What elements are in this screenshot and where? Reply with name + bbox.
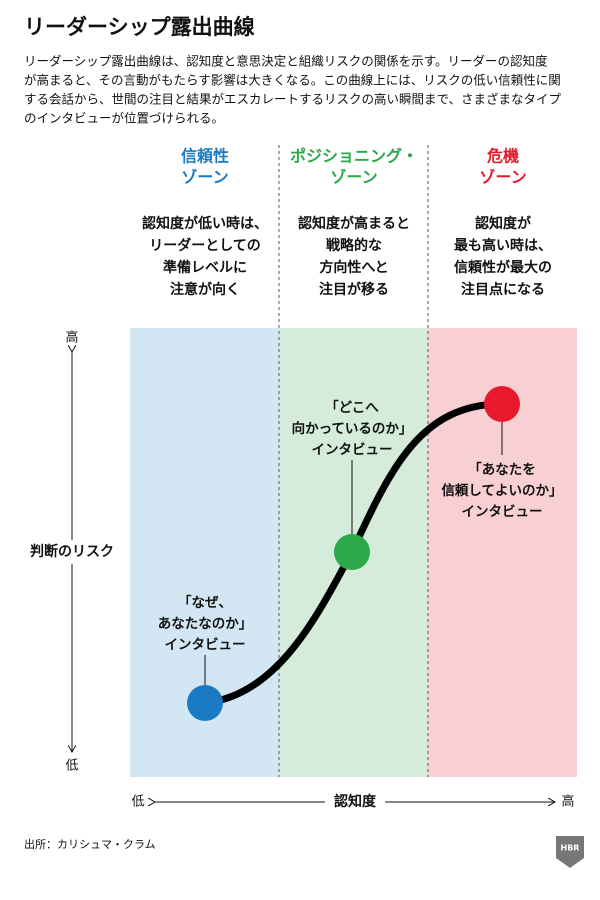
zone-description: 準備レベルに [163,259,247,276]
zone-title: ゾーン [181,168,228,187]
zone-description: リーダーとしての [149,237,261,254]
point-label: 信頼してよいのか」 [441,482,562,499]
description-line: リーダーシップ露出曲線は、認知度と意思決定と組織リスクの関係を示す。リーダーの認… [24,54,548,69]
y-high: 高 [65,330,78,346]
zone-description: 注目が移る [319,281,389,298]
label-bg [20,540,124,564]
zone-description: 認知度が [475,215,532,232]
point-label: 「どこへ [325,399,379,416]
zone-title: 危機 [487,147,519,166]
zone-description: 注目点になる [461,281,545,298]
zone-title: ゾーン [479,168,526,187]
zone-description: 認知度が低い時は、 [142,215,268,232]
point [484,386,520,422]
x-label: 認知度 [334,793,377,810]
point [334,534,370,570]
point [187,685,223,721]
description-line: する会話から、世間の注目と結果がエスカレートするリスクの高い瞬間まで、さまざまな… [24,92,562,107]
logo-shape [556,836,584,868]
zone-description: 注意が向く [170,281,240,298]
point-label: インタビュー [165,637,246,653]
zone-title: ポジショニング・ [290,147,418,166]
description-line: のインタビューが位置づけられる。 [24,111,224,126]
y-label: 判断のリスク [30,543,114,560]
logo: HBR [561,844,580,853]
y-low: 低 [65,759,78,774]
title: リーダーシップ露出曲線 [24,15,255,39]
zone-title: ゾーン [330,168,377,187]
point-label: インタビュー [462,504,543,520]
point-label: 「あなたを [468,461,536,478]
point-label: 「なぜ、 [178,594,232,611]
zone-description: 戦略的な [326,237,382,254]
source: 出所：カリシュマ・クラム [24,837,156,851]
point-label: インタビュー [312,442,393,458]
x-high: 高 [561,794,574,810]
zone-description: 信頼性が最大の [454,259,552,276]
point-label: あなたなのか」 [158,616,253,632]
zone-description: 最も高い時は、 [454,237,552,254]
zone-description: 方向性へと [319,259,388,276]
zone-title: 信頼性 [181,147,229,166]
point-label: 向かっているのか」 [292,420,413,437]
zone-description: 認知度が高まると [298,215,410,232]
description-line: が高まると、その言動がもたらす影響は大きくなる。この曲線上には、リスクの低い信頼… [24,73,561,88]
x-low: 低 [131,795,144,810]
